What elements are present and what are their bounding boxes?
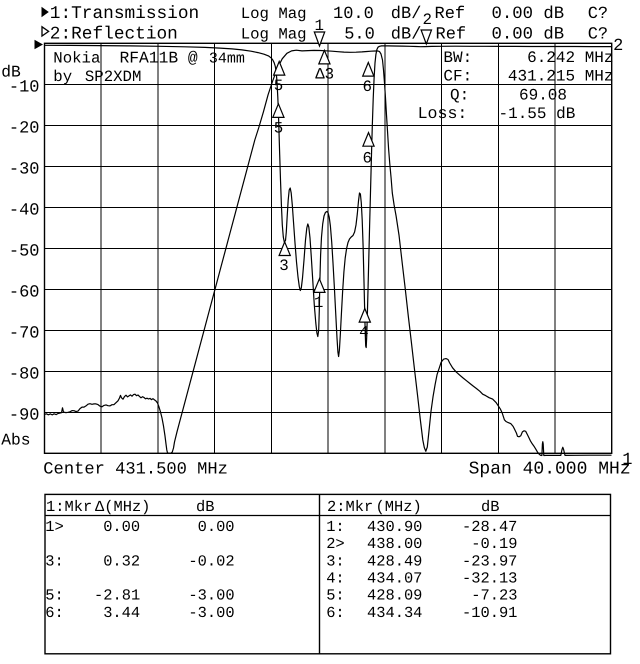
svg-text:Log Mag: Log Mag bbox=[241, 26, 307, 44]
svg-text:-7.23: -7.23 bbox=[471, 587, 517, 605]
svg-text:-3.00: -3.00 bbox=[188, 604, 234, 622]
svg-text:-0.19: -0.19 bbox=[471, 535, 517, 553]
svg-text:2: 2 bbox=[422, 11, 431, 29]
svg-text:434.07: 434.07 bbox=[367, 570, 422, 588]
svg-text:4:: 4: bbox=[326, 570, 344, 588]
svg-text:-50: -50 bbox=[9, 242, 40, 261]
svg-text:-32.13: -32.13 bbox=[462, 570, 517, 588]
svg-text:-80: -80 bbox=[9, 365, 40, 384]
svg-text:dB/: dB/ bbox=[391, 26, 422, 45]
svg-text:C?: C? bbox=[588, 5, 608, 24]
svg-text:2:Reflection: 2:Reflection bbox=[50, 25, 178, 45]
svg-text:-40: -40 bbox=[9, 201, 40, 220]
svg-text:0.32: 0.32 bbox=[103, 552, 140, 570]
svg-text:-70: -70 bbox=[9, 324, 40, 343]
svg-text:2: 2 bbox=[613, 37, 623, 56]
svg-text:6:: 6: bbox=[326, 604, 344, 622]
svg-text:BW:: BW: bbox=[443, 49, 472, 67]
svg-text:0.00: 0.00 bbox=[198, 518, 235, 536]
svg-text:-1.55 dB: -1.55 dB bbox=[499, 105, 576, 123]
svg-text:1: 1 bbox=[315, 17, 324, 35]
svg-text:5: 5 bbox=[274, 77, 283, 95]
svg-text:-10.91: -10.91 bbox=[462, 604, 517, 622]
svg-text:-0.02: -0.02 bbox=[188, 552, 234, 570]
svg-text:431.215 MHz: 431.215 MHz bbox=[508, 68, 614, 86]
svg-text:6.242 MHz: 6.242 MHz bbox=[527, 49, 613, 67]
svg-text:0.00: 0.00 bbox=[103, 518, 140, 536]
svg-text:Δ3: Δ3 bbox=[315, 65, 334, 83]
svg-text:34mm: 34mm bbox=[209, 50, 245, 67]
svg-text:CF:: CF: bbox=[443, 68, 472, 86]
svg-text:Ref: Ref bbox=[435, 5, 466, 24]
svg-text:1:Transmission: 1:Transmission bbox=[50, 4, 199, 24]
svg-text:1>: 1> bbox=[45, 518, 63, 536]
svg-text:430.90: 430.90 bbox=[367, 518, 422, 536]
svg-text:5: 5 bbox=[274, 120, 283, 138]
svg-text:Abs: Abs bbox=[1, 431, 30, 450]
svg-text:10.0: 10.0 bbox=[333, 5, 374, 24]
svg-text:69.08: 69.08 bbox=[519, 86, 567, 104]
svg-text:1: 1 bbox=[314, 294, 323, 312]
svg-text:5:: 5: bbox=[45, 587, 63, 605]
svg-text:2>: 2> bbox=[326, 535, 344, 553]
svg-text:Center 431.500 MHz: Center 431.500 MHz bbox=[43, 460, 228, 479]
svg-text:Nokia: Nokia bbox=[53, 49, 100, 67]
svg-text:by: by bbox=[53, 68, 72, 86]
svg-text:2:Mkr: 2:Mkr bbox=[327, 498, 373, 516]
svg-text:Span 40.000 MHz: Span 40.000 MHz bbox=[469, 459, 631, 479]
svg-text:C?: C? bbox=[588, 26, 608, 45]
svg-text:1: 1 bbox=[622, 451, 632, 470]
svg-text:Q:: Q: bbox=[450, 86, 469, 104]
svg-text:-90: -90 bbox=[9, 406, 40, 425]
svg-text:dB: dB bbox=[196, 498, 214, 516]
svg-text:6: 6 bbox=[362, 78, 371, 96]
svg-text:(MHz): (MHz) bbox=[376, 498, 422, 516]
svg-text:-23.97: -23.97 bbox=[462, 552, 517, 570]
svg-text:Δ(MHz): Δ(MHz) bbox=[95, 498, 150, 516]
svg-text:SP2XDM: SP2XDM bbox=[85, 68, 141, 86]
svg-text:-2.81: -2.81 bbox=[94, 587, 140, 605]
svg-text:3.44: 3.44 bbox=[103, 604, 140, 622]
svg-text:-3.00: -3.00 bbox=[188, 587, 234, 605]
svg-text:6: 6 bbox=[362, 150, 371, 168]
svg-text:-30: -30 bbox=[9, 160, 40, 179]
svg-text:Log Mag: Log Mag bbox=[241, 5, 307, 23]
svg-text:438.00: 438.00 bbox=[367, 535, 422, 553]
svg-text:5.0: 5.0 bbox=[344, 26, 375, 45]
svg-text:4: 4 bbox=[359, 324, 368, 342]
svg-text:428.09: 428.09 bbox=[367, 587, 422, 605]
svg-text:dB: dB bbox=[481, 498, 499, 516]
svg-text:5:: 5: bbox=[326, 587, 344, 605]
svg-text:3:: 3: bbox=[326, 552, 344, 570]
svg-text:6:: 6: bbox=[45, 604, 63, 622]
svg-text:1:Mkr: 1:Mkr bbox=[46, 498, 92, 516]
svg-text:RFA11B @: RFA11B @ bbox=[120, 48, 198, 67]
svg-text:0.00 dB: 0.00 dB bbox=[492, 26, 565, 45]
svg-text:1:: 1: bbox=[326, 518, 344, 536]
svg-text:-60: -60 bbox=[9, 283, 40, 302]
svg-text:428.49: 428.49 bbox=[367, 552, 422, 570]
svg-text:Loss:: Loss: bbox=[418, 104, 468, 123]
svg-text:0.00 dB: 0.00 dB bbox=[492, 5, 565, 24]
svg-text:3: 3 bbox=[279, 257, 288, 275]
svg-text:dB: dB bbox=[1, 63, 21, 82]
svg-text:Ref: Ref bbox=[436, 26, 467, 45]
svg-text:3:: 3: bbox=[45, 552, 63, 570]
svg-text:dB/: dB/ bbox=[391, 5, 422, 24]
svg-text:-28.47: -28.47 bbox=[462, 518, 517, 536]
svg-text:-10: -10 bbox=[9, 78, 40, 97]
svg-text:-20: -20 bbox=[9, 119, 40, 138]
svg-text:434.34: 434.34 bbox=[367, 604, 422, 622]
